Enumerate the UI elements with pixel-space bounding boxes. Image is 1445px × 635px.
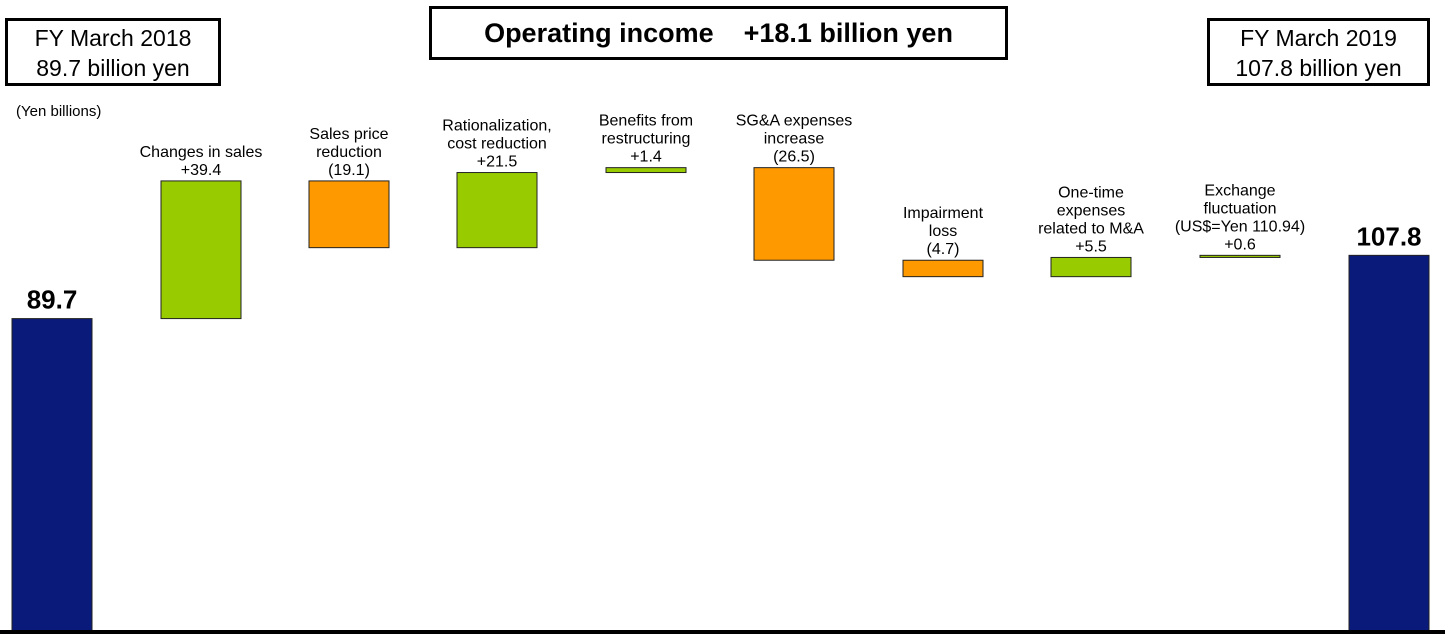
category-label-7-line-2: loss xyxy=(929,223,957,240)
category-label-6-line-1: SG&A expenses xyxy=(736,113,853,130)
chart-title: Operating income +18.1 billion yen xyxy=(429,6,1008,60)
category-label-4-line-1: Rationalization, xyxy=(442,118,551,135)
category-label-3-line-1: Sales price xyxy=(309,126,388,143)
category-label-9-line-1: Exchange xyxy=(1204,182,1275,199)
waterfall-bar-3 xyxy=(308,180,390,249)
category-label-5-line-1: Benefits from xyxy=(599,113,693,130)
total-value-label-1: 89.7 xyxy=(27,285,78,315)
delta-value-label-3: (19.1) xyxy=(328,162,370,179)
end-total-label: 107.8 billion yen xyxy=(1235,55,1402,81)
category-label-4-line-2: cost reduction xyxy=(447,136,547,153)
delta-value-label-6: (26.5) xyxy=(773,149,815,166)
end-period-label: FY March 2019 xyxy=(1240,25,1397,51)
delta-value-label-8: +5.5 xyxy=(1075,238,1107,255)
delta-value-label-2: +39.4 xyxy=(181,162,222,179)
delta-value-label-7: (4.7) xyxy=(927,241,960,258)
waterfall-bar-5 xyxy=(605,167,687,174)
category-label-8-line-1: One-time xyxy=(1058,184,1124,201)
waterfall-bar-10 xyxy=(1348,254,1430,633)
category-label-8-line-3: related to M&A xyxy=(1038,220,1144,237)
start-total-box: FY March 2018 89.7 billion yen xyxy=(5,18,221,86)
category-label-9-line-2: fluctuation xyxy=(1204,200,1277,217)
category-label-6-line-2: increase xyxy=(764,131,825,148)
category-label-3-line-2: reduction xyxy=(316,144,382,161)
start-period-label: FY March 2018 xyxy=(34,25,192,51)
delta-value-label-9: +0.6 xyxy=(1224,236,1256,253)
waterfall-bar-8 xyxy=(1050,256,1132,278)
delta-value-label-5: +1.4 xyxy=(630,149,662,166)
delta-value-label-4: +21.5 xyxy=(477,154,518,171)
waterfall-bar-4 xyxy=(456,172,538,249)
start-total-label: 89.7 billion yen xyxy=(36,55,190,81)
waterfall-bar-9 xyxy=(1199,254,1281,258)
total-value-label-10: 107.8 xyxy=(1356,221,1421,251)
category-label-5-line-2: restructuring xyxy=(602,131,691,148)
category-label-7-line-1: Impairment xyxy=(903,205,984,222)
category-label-8-line-2: expenses xyxy=(1057,202,1126,219)
unit-label: (Yen billions) xyxy=(16,103,102,120)
waterfall-bar-6 xyxy=(753,167,835,261)
waterfall-bar-7 xyxy=(902,259,984,278)
waterfall-bar-2 xyxy=(160,180,242,320)
category-label-2-line-1: Changes in sales xyxy=(140,144,263,161)
waterfall-bar-1 xyxy=(11,318,93,633)
end-total-box: FY March 2019 107.8 billion yen xyxy=(1207,18,1430,86)
category-label-9-line-3: (US$=Yen 110.94) xyxy=(1175,218,1305,235)
